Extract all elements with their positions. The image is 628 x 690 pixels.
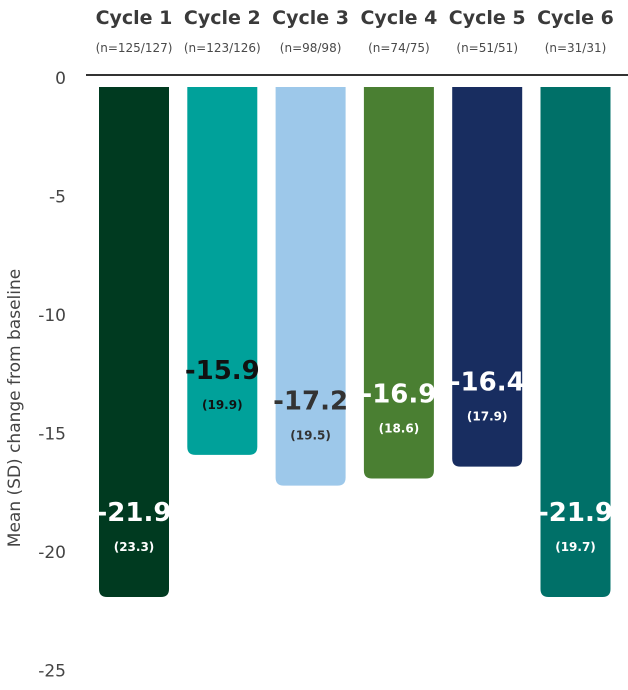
bar [187,87,258,455]
bar [275,87,346,486]
cycle-label: Cycle 5 [449,7,526,29]
value-label: -16.9 [361,380,436,410]
cycle-label: Cycle 2 [184,7,261,29]
cycle-label: Cycle 3 [272,7,349,29]
value-label: -17.2 [273,387,348,417]
sd-label: (23.3) [114,540,155,554]
y-axis-ticks: 0 -5 -10 -15 -20 -25 [38,69,66,682]
y-tick-label: -10 [38,306,66,326]
y-tick-label: -25 [38,662,66,682]
sd-label: (19.5) [290,429,331,443]
bar [99,87,169,598]
sd-label: (18.6) [379,422,420,436]
value-label: -15.9 [185,356,260,386]
cycle-label: Cycle 4 [360,7,437,29]
bar [540,87,611,598]
y-axis-label-group: Mean (SD) change from baseline [5,269,25,547]
sample-size-label: (n=31/31) [545,41,607,55]
sd-label: (19.9) [202,398,243,412]
cycle-label: Cycle 6 [537,7,614,29]
value-label: -21.9 [538,498,613,528]
y-tick-label: -15 [38,425,66,445]
y-axis-label: Mean (SD) change from baseline [5,269,25,547]
sd-label: (19.7) [555,540,596,554]
cycle-headers: Cycle 1 (n=125/127) Cycle 2 (n=123/126) Cycl… [96,7,614,55]
y-tick-label: 0 [55,69,66,89]
sample-size-label: (n=125/127) [96,41,173,55]
sample-size-label: (n=98/98) [280,41,342,55]
sd-label: (17.9) [467,410,508,424]
value-label: -21.9 [97,498,172,528]
value-label: -16.4 [450,368,525,398]
y-tick-label: -5 [49,188,66,208]
sample-size-label: (n=123/126) [184,41,261,55]
y-tick-label: -20 [38,543,66,563]
bar-labels: -21.9 (23.3) -15.9 (19.9) -17.2 (19.5) -16.9 (1… [97,356,613,554]
cycle-label: Cycle 1 [96,7,173,29]
bars [99,87,611,598]
sample-size-label: (n=51/51) [456,41,518,55]
bar [452,87,523,467]
bar [363,87,434,479]
sample-size-label: (n=74/75) [368,41,430,55]
